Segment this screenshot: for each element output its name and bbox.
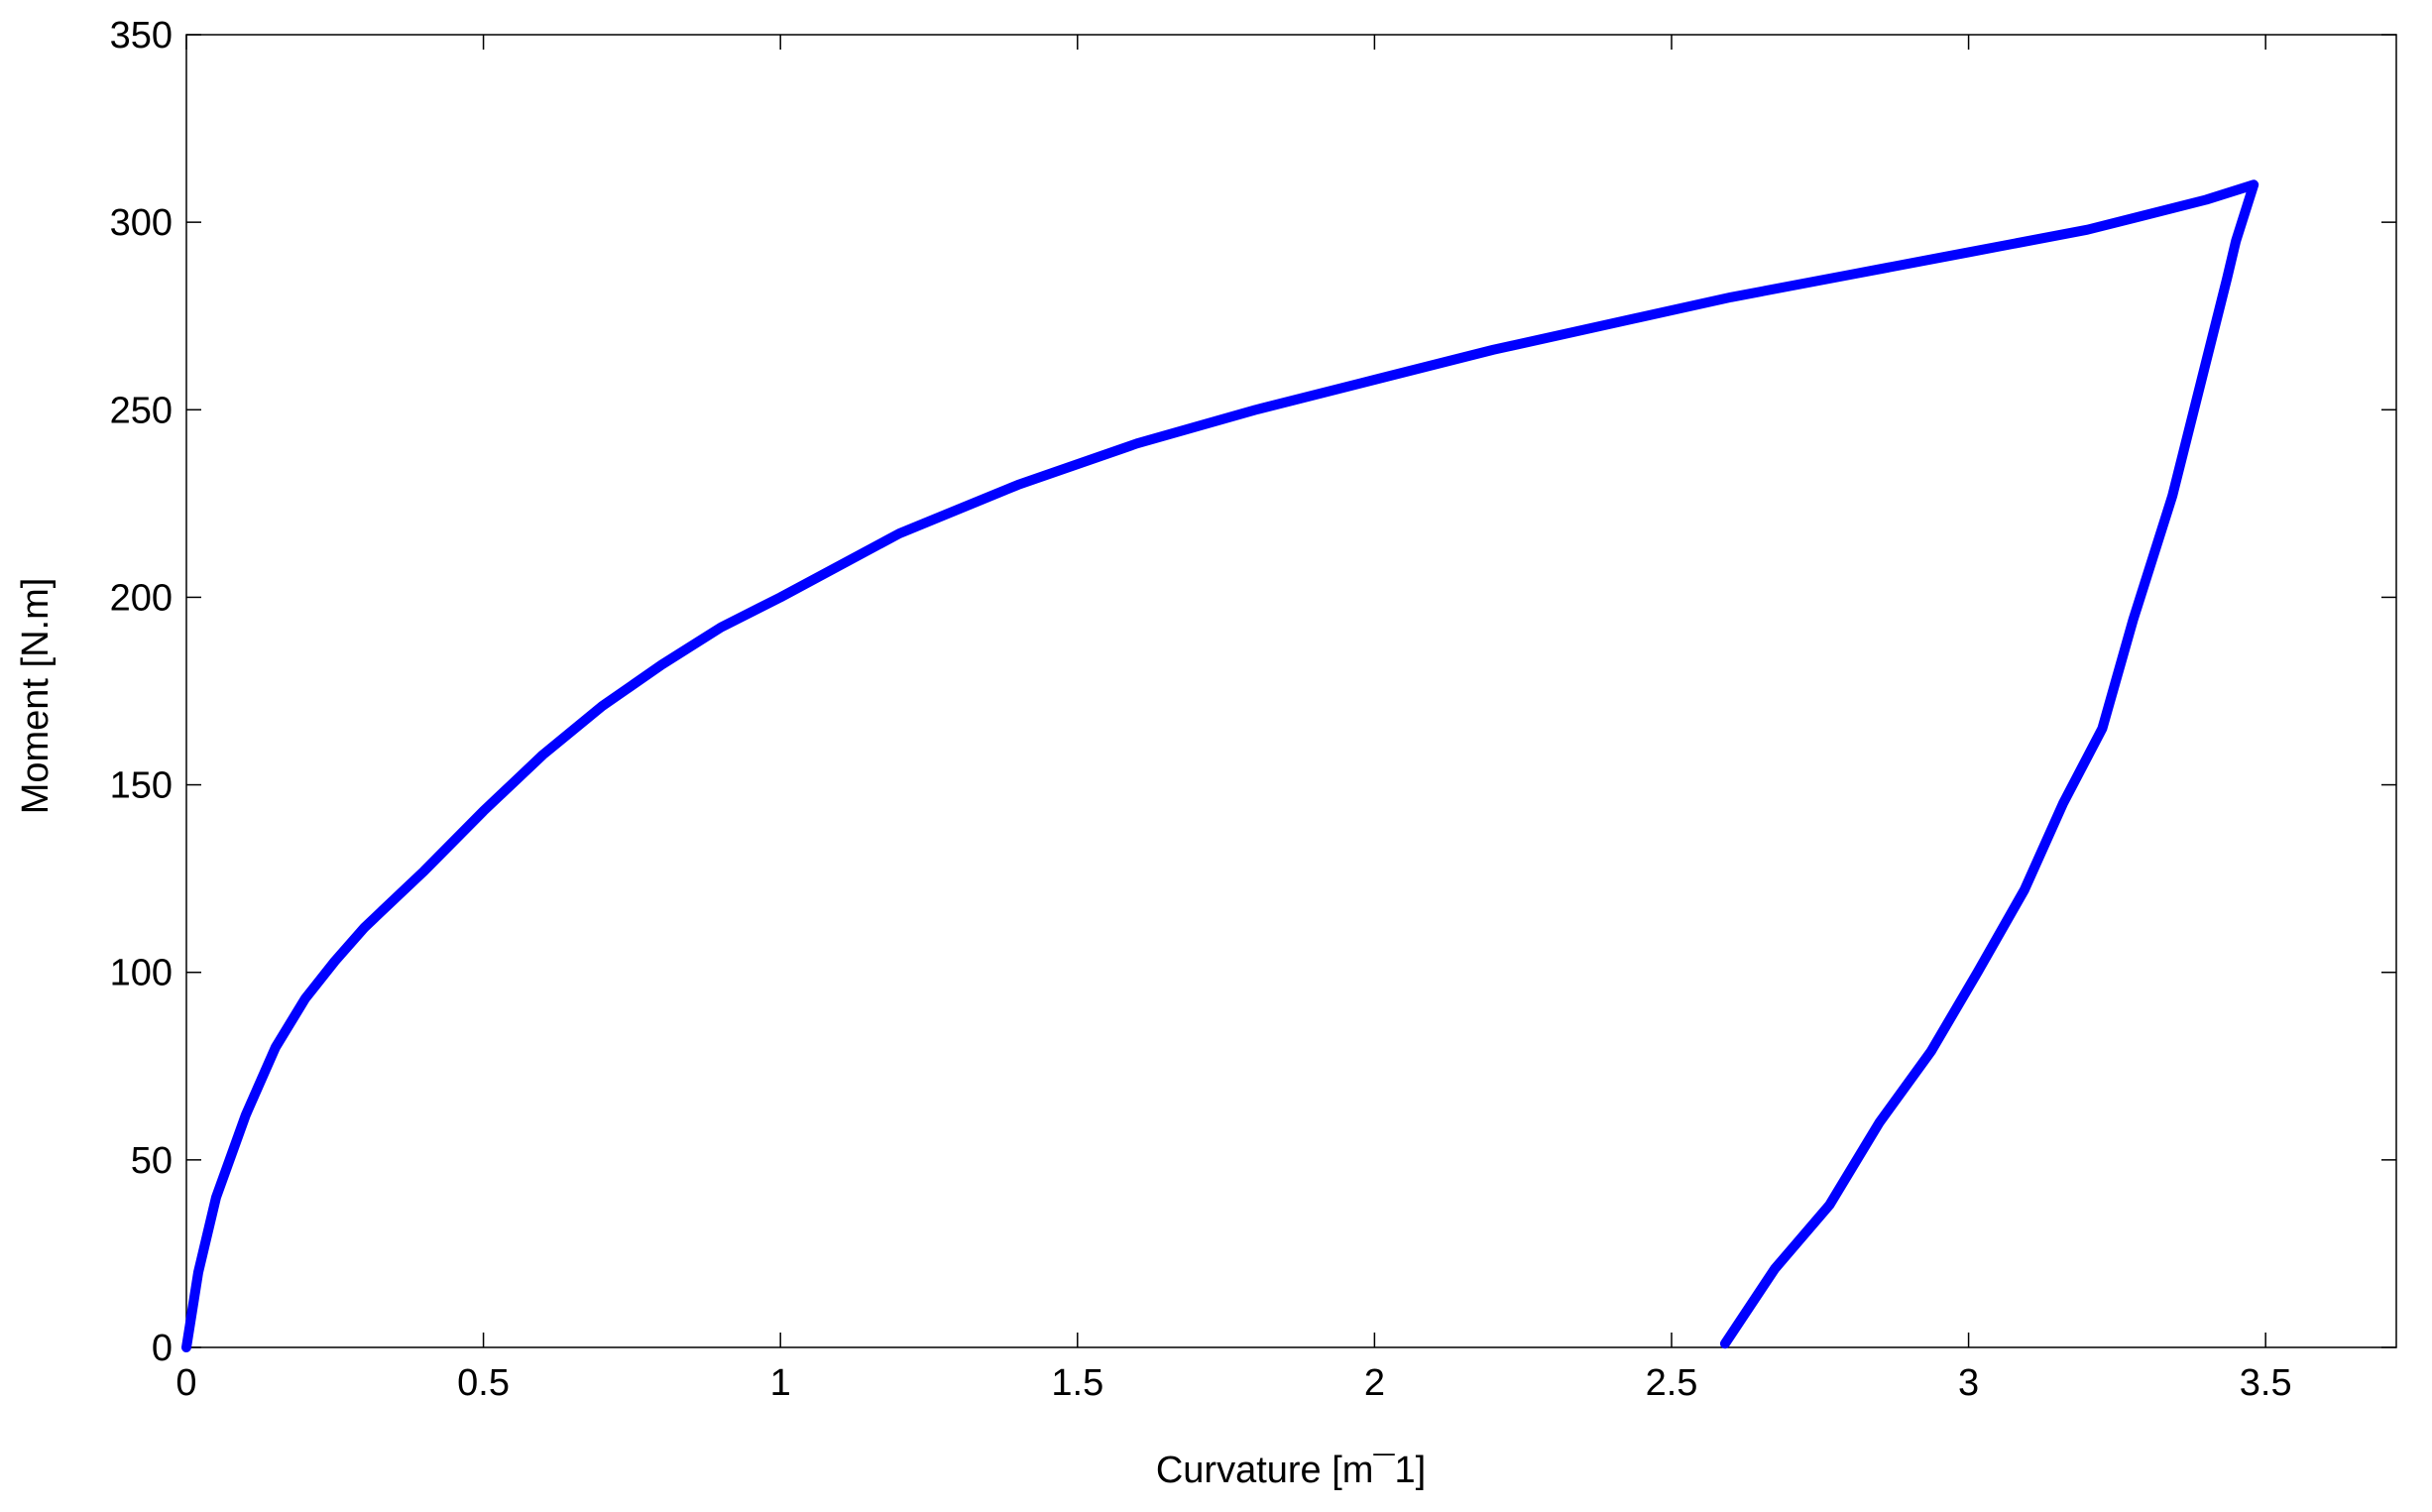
- y-tick-label: 0: [152, 1328, 173, 1369]
- y-tick-label: 100: [110, 953, 173, 994]
- y-tick-label: 150: [110, 765, 173, 807]
- y-axis-label: Moment [N.m]: [15, 578, 57, 815]
- plot-frame: [185, 34, 2397, 1348]
- x-tick-label: 0.5: [457, 1362, 510, 1404]
- x-tick-label: 3.5: [2240, 1362, 2292, 1404]
- data-line: [181, 179, 2259, 1352]
- x-tick-label: 1: [770, 1362, 791, 1404]
- y-tick-label: 200: [110, 577, 173, 619]
- x-tick-label: 1.5: [1051, 1362, 1103, 1404]
- y-tick-label: 250: [110, 390, 173, 431]
- y-tick-label: 50: [131, 1140, 173, 1182]
- y-tick-label: 350: [110, 15, 173, 57]
- x-tick-label: 0: [175, 1362, 196, 1404]
- x-axis-label: Curvature [m¯1]: [1156, 1450, 1426, 1491]
- y-tick-label: 300: [110, 202, 173, 244]
- x-tick-label: 2.5: [1646, 1362, 1698, 1404]
- x-tick-label: 2: [1364, 1362, 1385, 1404]
- x-tick-label: 3: [1958, 1362, 1979, 1404]
